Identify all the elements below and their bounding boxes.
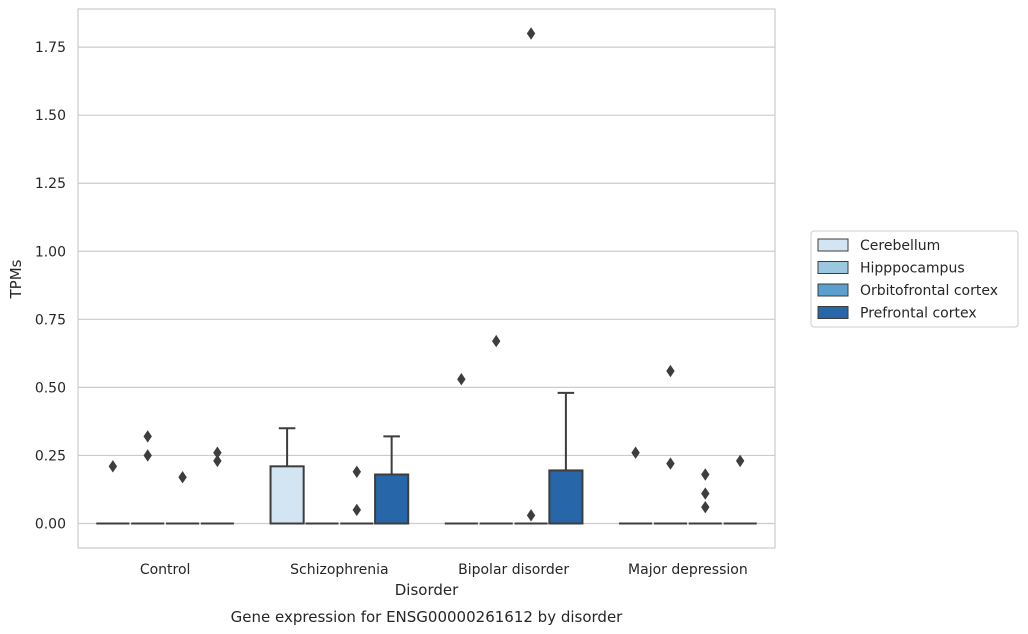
y-tick-label: 1.00 <box>35 244 66 260</box>
outlier-point <box>108 460 118 473</box>
box-body <box>374 473 410 525</box>
y-axis-label: TPMs <box>7 259 25 299</box>
x-tick-label: Control <box>140 562 191 578</box>
x-tick-label: Major depression <box>628 562 748 578</box>
outlier-point <box>701 468 710 481</box>
y-tick-label: 0.25 <box>35 448 66 464</box>
y-tick-label: 0.00 <box>35 517 66 533</box>
box-0-1 <box>269 427 305 525</box>
legend-frame <box>810 230 1019 328</box>
y-tick-label: 1.50 <box>35 108 66 124</box>
legend-swatch <box>817 261 849 274</box>
x-tick-label: Bipolar disorder <box>458 562 569 578</box>
legend-label: Hipppocampus <box>860 261 965 277</box>
legend-label: Prefrontal cortex <box>860 306 977 322</box>
x-tick-label: Schizophrenia <box>290 562 388 578</box>
legend-label: Cerebellum <box>860 238 940 254</box>
outlier-point <box>213 454 222 468</box>
outlier-point <box>178 471 187 484</box>
x-axis-label: Disorder <box>395 581 459 599</box>
box-3-1 <box>374 435 410 525</box>
chart-title: Gene expression for ENSG00000261612 by d… <box>231 608 624 626</box>
y-tick-labels: 0.00 0.25 0.50 0.75 1.00 1.25 1.50 1.75 <box>35 40 66 532</box>
legend-swatch <box>817 306 849 319</box>
legend: Cerebellum Hipppocampus Orbitofrontal cort… <box>810 230 1019 328</box>
outlier-point <box>701 500 710 514</box>
outlier-point <box>457 373 466 386</box>
legend-label: Orbitofrontal cortex <box>860 283 998 299</box>
outlier-point <box>213 446 222 459</box>
y-tick-label: 0.75 <box>35 312 66 328</box>
box-3-2 <box>548 391 584 525</box>
outliers-layer <box>108 27 745 522</box>
outlier-point <box>526 27 536 40</box>
outlier-point <box>631 446 640 459</box>
outlier-point <box>666 364 675 378</box>
outlier-point <box>666 457 675 470</box>
outlier-point <box>735 454 745 468</box>
outlier-point <box>492 334 501 348</box>
grid-layer <box>78 46 775 525</box>
y-tick-label: 0.50 <box>35 380 66 396</box>
outlier-point <box>352 465 361 478</box>
boxes-layer <box>96 391 757 525</box>
outlier-point <box>352 503 361 517</box>
y-tick-label: 1.25 <box>35 176 66 192</box>
outlier-point <box>526 509 536 522</box>
legend-swatch <box>817 283 849 297</box>
legend-swatch <box>817 238 849 252</box>
outlier-point <box>143 449 152 462</box>
outlier-point <box>143 430 152 443</box>
box-body <box>548 469 584 525</box>
x-tick-labels: Control Schizophrenia Bipolar disorder Majo… <box>140 562 748 578</box>
outlier-point <box>701 487 710 500</box>
y-tick-label: 1.75 <box>35 40 66 56</box>
box-body <box>269 465 305 525</box>
plot-frame <box>77 8 776 549</box>
